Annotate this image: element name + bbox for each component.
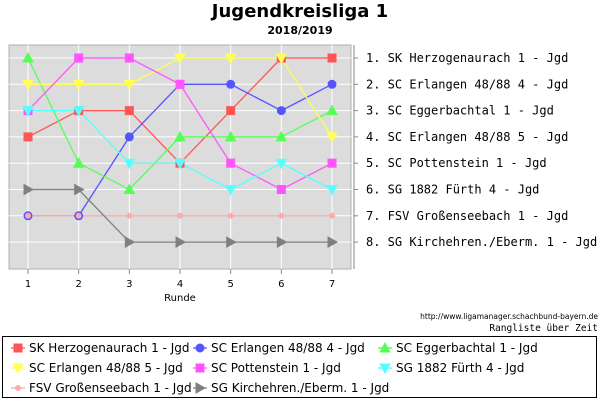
series-markers bbox=[22, 51, 339, 248]
data-point bbox=[174, 53, 186, 65]
legend-swatch-marker bbox=[195, 343, 205, 353]
data-point bbox=[278, 212, 285, 219]
legend-swatch-marker bbox=[379, 341, 391, 353]
legend-swatch-marker bbox=[379, 363, 391, 375]
data-point bbox=[72, 157, 85, 168]
x-tick-label: 1 bbox=[25, 279, 31, 290]
data-point bbox=[276, 236, 288, 248]
data-point bbox=[326, 185, 338, 196]
legend-swatch-marker bbox=[12, 363, 24, 375]
legend-swatch-marker bbox=[13, 343, 23, 353]
x-tick-label: 6 bbox=[278, 279, 284, 290]
data-point bbox=[72, 79, 85, 91]
data-point bbox=[174, 158, 186, 170]
ranking-entry: 6. SG 1882 Fürth 4 - Jgd bbox=[366, 183, 539, 197]
chart-subtitle: 2018/2019 bbox=[267, 24, 333, 37]
ranking-entry: 3. SC Eggerbachtal 1 - Jgd bbox=[366, 104, 554, 118]
legend-swatch-marker bbox=[195, 363, 205, 373]
x-axis-label: Runde bbox=[164, 293, 196, 304]
ranking-entry: 2. SC Erlangen 48/88 4 - Jgd bbox=[366, 77, 568, 91]
legend-swatch-marker bbox=[15, 385, 21, 391]
x-axis: 1 2 3 4 5 6 7 Runde bbox=[25, 269, 335, 304]
data-point bbox=[177, 212, 184, 219]
data-point bbox=[22, 79, 34, 91]
data-point bbox=[276, 185, 286, 194]
chart-title: Jugendkreisliga 1 bbox=[211, 1, 389, 22]
data-point bbox=[123, 158, 136, 170]
data-point bbox=[25, 212, 31, 219]
caption: Rangliste über Zeit bbox=[489, 323, 598, 334]
data-point bbox=[123, 183, 136, 194]
x-tick-label: 3 bbox=[126, 279, 132, 290]
data-point bbox=[224, 53, 237, 65]
data-point bbox=[23, 183, 35, 196]
data-point bbox=[75, 212, 82, 219]
ranking-entry: 8. SG Kirchehren./Eberm. 1 - Jgd bbox=[366, 235, 597, 249]
x-tick-label: 2 bbox=[75, 279, 81, 290]
data-point bbox=[329, 212, 336, 219]
source-url: http://www.ligamanager.schachbund-bayern… bbox=[420, 312, 598, 321]
ranking-entry: 1. SK Herzogenaurach 1 - Jgd bbox=[366, 51, 568, 65]
legend-label: SC Eggerbachtal 1 - Jgd bbox=[396, 341, 538, 355]
legend-label: SG Kirchehren./Eberm. 1 - Jgd bbox=[211, 381, 389, 395]
data-point bbox=[72, 106, 85, 117]
legend-label: SC Erlangen 48/88 4 - Jgd bbox=[211, 341, 365, 355]
data-point bbox=[74, 183, 85, 196]
legend-swatch-marker bbox=[195, 382, 207, 394]
ranking-entry: 4. SC Erlangen 48/88 5 - Jgd bbox=[366, 130, 568, 144]
data-point bbox=[275, 130, 288, 142]
data-point bbox=[327, 236, 339, 248]
data-point bbox=[224, 130, 237, 142]
data-point bbox=[275, 158, 288, 170]
data-point bbox=[124, 236, 136, 248]
data-point bbox=[22, 106, 34, 117]
legend-label: SG 1882 Fürth 4 - Jgd bbox=[396, 361, 524, 375]
right-axis bbox=[353, 45, 358, 269]
data-point bbox=[23, 132, 33, 142]
data-point bbox=[226, 236, 237, 248]
data-point bbox=[326, 132, 338, 143]
final-ranking-list: 1. SK Herzogenaurach 1 - Jgd 2. SC Erlang… bbox=[366, 51, 597, 249]
data-point bbox=[227, 212, 234, 219]
data-point bbox=[275, 53, 288, 65]
data-point bbox=[226, 79, 236, 89]
legend-label: FSV Großenseebach 1 - Jgd bbox=[29, 381, 192, 395]
data-point bbox=[126, 212, 133, 219]
legend-label: SK Herzogenaurach 1 - Jgd bbox=[29, 341, 190, 355]
legend-label: SC Erlangen 48/88 5 - Jgd bbox=[29, 361, 183, 375]
data-point bbox=[124, 53, 134, 63]
data-point bbox=[175, 236, 187, 248]
legend: SK Herzogenaurach 1 - Jgd SC Erlangen 48/… bbox=[2, 336, 597, 398]
data-point bbox=[124, 132, 134, 142]
data-point bbox=[327, 79, 337, 89]
data-point bbox=[174, 130, 186, 142]
data-point bbox=[327, 158, 337, 168]
data-point bbox=[226, 158, 236, 168]
x-tick-label: 5 bbox=[227, 279, 233, 290]
legend-label: SC Pottenstein 1 - Jgd bbox=[211, 361, 341, 375]
data-point bbox=[326, 104, 338, 116]
data-point bbox=[124, 106, 134, 116]
data-point bbox=[175, 79, 185, 89]
data-point bbox=[276, 106, 286, 116]
x-tick-label: 4 bbox=[177, 279, 183, 290]
data-point bbox=[123, 79, 136, 91]
data-point bbox=[327, 53, 337, 63]
data-point bbox=[74, 53, 84, 63]
data-point bbox=[224, 185, 237, 196]
ranking-entry: 7. FSV Großenseebach 1 - Jgd bbox=[366, 209, 568, 223]
data-point bbox=[22, 51, 34, 63]
ranking-entry: 5. SC Pottenstein 1 - Jgd bbox=[366, 156, 547, 170]
data-point bbox=[226, 106, 236, 116]
x-tick-label: 7 bbox=[329, 279, 335, 290]
